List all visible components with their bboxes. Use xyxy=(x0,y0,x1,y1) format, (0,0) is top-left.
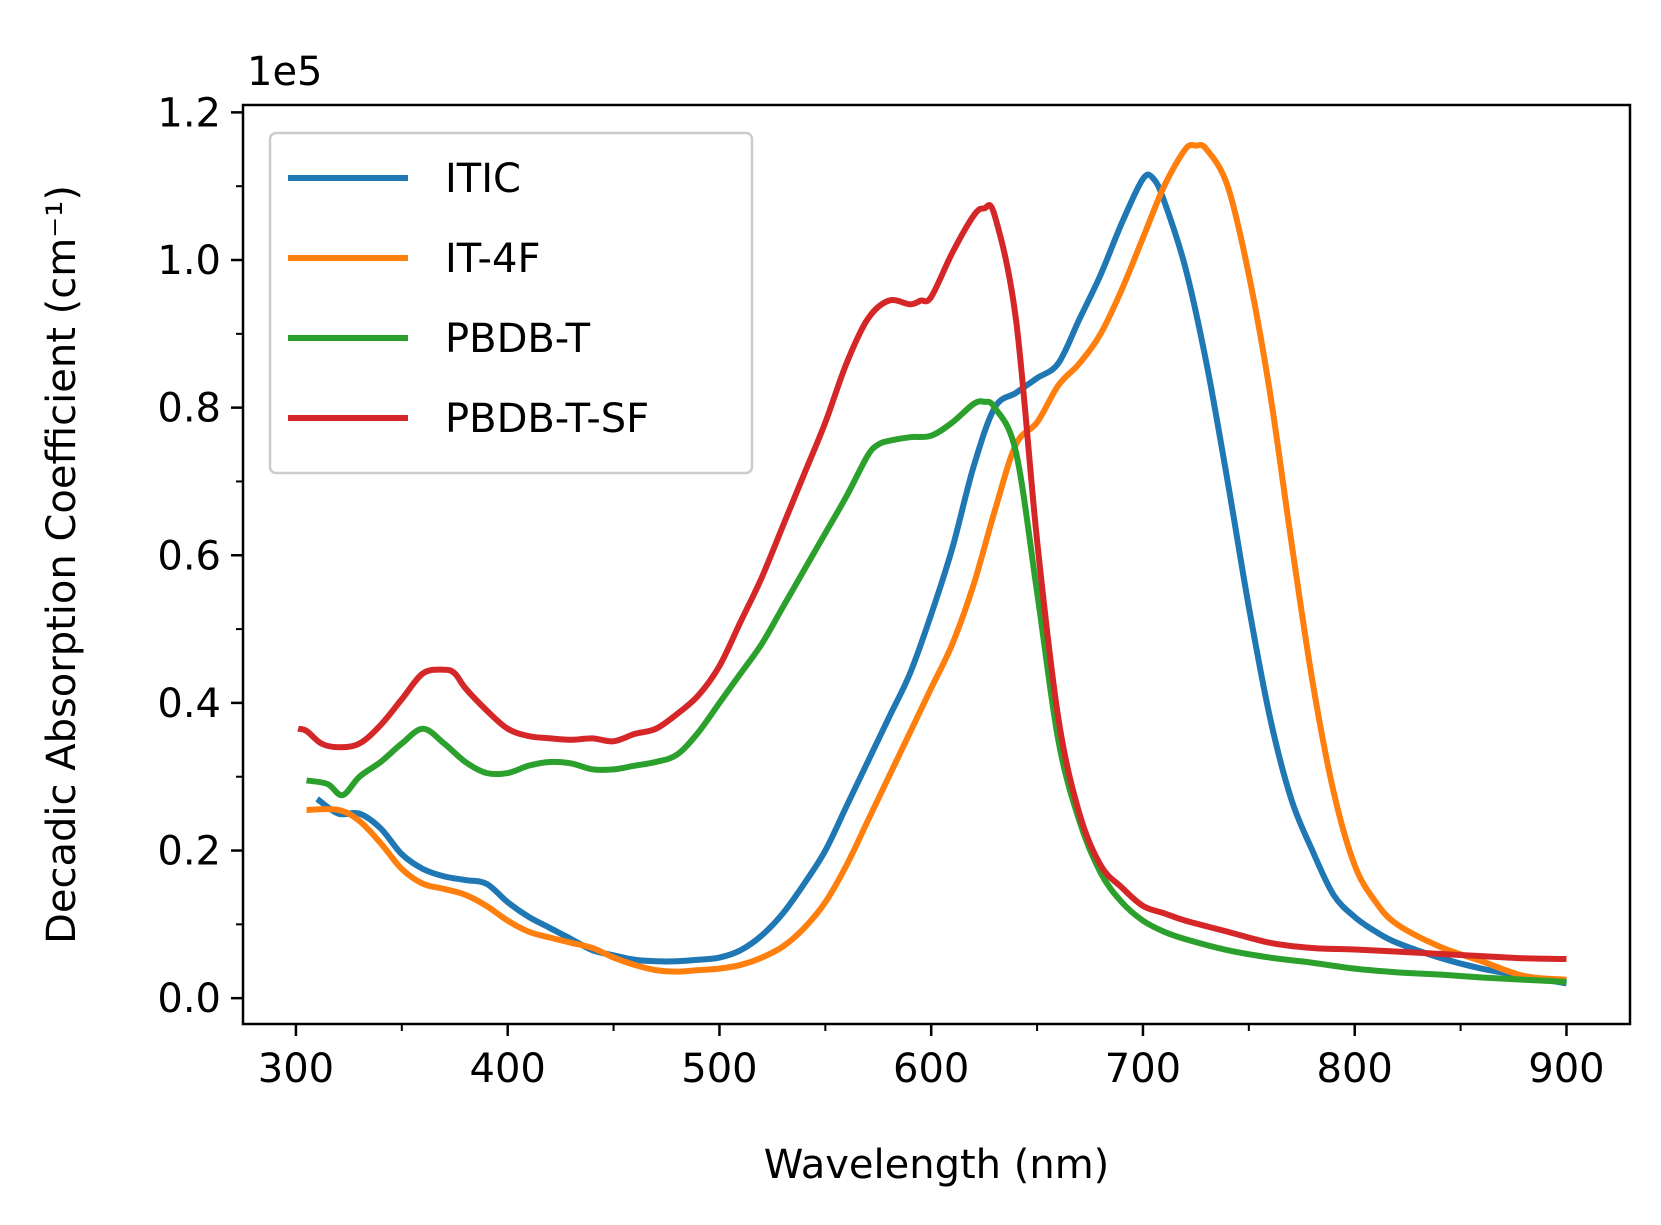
y-tick-label: 0.2 xyxy=(157,829,221,875)
y-tick-label: 1.2 xyxy=(157,90,221,136)
ticks-layer: 300 400 500 600 700 800 900 0.0 0.2 0.4 0.6 0.8 1.0 1… xyxy=(157,90,1604,1092)
x-tick-label: 300 xyxy=(258,1046,334,1092)
y-tick-label: 1.0 xyxy=(157,238,221,284)
series-line-itic xyxy=(315,171,1567,987)
x-tick-label: 800 xyxy=(1317,1046,1393,1092)
series-line-it-4f xyxy=(306,141,1567,983)
legend-label: PBDB-T-SF xyxy=(445,396,649,442)
legend-label: PBDB-T xyxy=(445,316,591,362)
legend-label: ITIC xyxy=(445,156,521,202)
plot-frame xyxy=(241,103,1632,1026)
y-tick-label: 0.8 xyxy=(157,386,221,432)
y-tick-label: 0.0 xyxy=(157,976,221,1022)
x-tick-label: 400 xyxy=(470,1046,546,1092)
legend-item: IT-4F xyxy=(288,236,540,282)
y-tick-label: 0.6 xyxy=(157,533,221,579)
series-layer xyxy=(297,141,1567,987)
legend-box xyxy=(268,131,754,475)
x-tick-label: 600 xyxy=(893,1046,969,1092)
y-offset-label: 1e5 xyxy=(247,49,323,95)
legend: ITIC IT-4F PBDB-T PBDB-T-SF xyxy=(268,131,754,475)
series-line-pbdb-t-sf xyxy=(297,202,1567,963)
y-axis-title: Decadic Absorption Coefficient (cm⁻¹) xyxy=(39,185,85,944)
legend-item: PBDB-T-SF xyxy=(288,396,649,442)
x-tick-label: 700 xyxy=(1105,1046,1181,1092)
series-line-pbdb-t xyxy=(306,398,1567,985)
legend-item: PBDB-T xyxy=(288,316,591,362)
x-tick-label: 500 xyxy=(681,1046,757,1092)
legend-item: ITIC xyxy=(288,156,521,202)
x-axis-title: Wavelength (nm) xyxy=(764,1142,1110,1188)
x-tick-label: 900 xyxy=(1528,1046,1604,1092)
y-tick-label: 0.4 xyxy=(157,681,221,727)
legend-label: IT-4F xyxy=(445,236,540,282)
